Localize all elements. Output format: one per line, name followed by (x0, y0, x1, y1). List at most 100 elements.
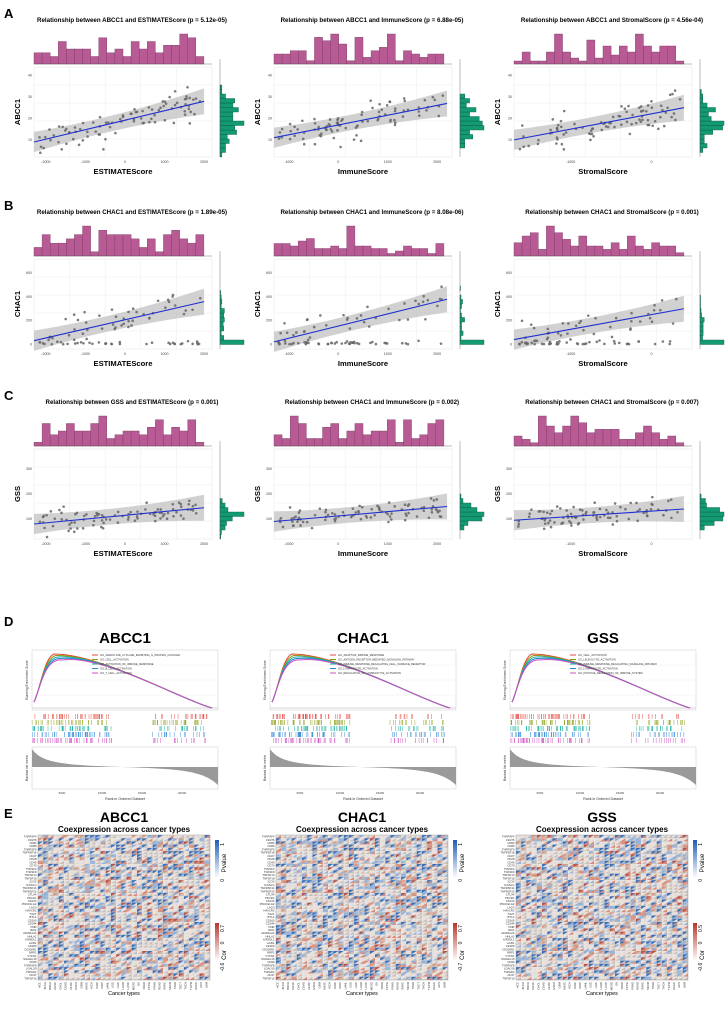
data-point (605, 508, 608, 512)
heatmap-cell-cor (173, 889, 179, 893)
heatmap-cell-cor (53, 886, 59, 890)
top-histogram-bar (314, 438, 323, 447)
heatmap-cell-cor (74, 854, 80, 858)
heatmap-cell-pvalue (147, 870, 153, 874)
data-point (533, 339, 537, 342)
data-point (184, 309, 188, 312)
data-point (662, 124, 666, 128)
data-point (167, 300, 171, 304)
heatmap-cell-pvalue (199, 931, 205, 935)
data-point (384, 341, 388, 345)
heatmap-cell-pvalue (131, 896, 138, 900)
right-histogram-bar (219, 516, 233, 522)
data-point (348, 342, 352, 346)
x-axis-label: ImmuneScore (338, 549, 388, 558)
data-point (104, 137, 107, 141)
heatmap-cell-cor (189, 880, 195, 884)
data-point (639, 105, 643, 108)
heatmap-cell-pvalue (58, 870, 65, 874)
heatmap-cell-cor (157, 925, 164, 929)
data-point (127, 310, 130, 314)
heatmap-cell-cor (53, 944, 59, 948)
heatmap-cell-cor (147, 870, 153, 874)
heatmap-cell-cor (152, 870, 158, 874)
top-histogram-bar (187, 419, 197, 447)
heatmap-cell-cor (194, 925, 200, 929)
data-point (91, 342, 94, 346)
heatmap-cell-cor (53, 847, 59, 852)
heatmap-cell-cor (142, 941, 148, 945)
data-point (406, 318, 410, 321)
heatmap-cell-cor (189, 896, 195, 900)
heatmap-cell-pvalue (100, 905, 106, 910)
heatmap-cell-cor (69, 909, 75, 913)
heatmap-cell-cor (142, 835, 148, 839)
heatmap-cell-pvalue (58, 889, 65, 893)
heatmap-cell-cor (79, 854, 85, 858)
heatmap-cell-cor (79, 841, 85, 845)
heatmap-cell-cor (95, 857, 101, 861)
heatmap-cell-cor (194, 841, 200, 845)
heatmap-cell-cor (105, 851, 111, 855)
heatmap-cell-pvalue (137, 925, 143, 929)
heatmap-cell-cor (137, 860, 143, 864)
heatmap-cell-pvalue (152, 844, 158, 848)
heatmap-cell-cor (64, 854, 70, 858)
heatmap-cell-cor (137, 870, 143, 874)
heatmap-cell-cor (204, 915, 210, 919)
data-point (49, 510, 53, 513)
data-point (64, 317, 67, 321)
top-histogram-bar (338, 438, 348, 447)
top-histogram-bar (33, 442, 43, 447)
data-point (352, 340, 356, 344)
heatmap-cell-cor (38, 912, 44, 916)
heatmap-cell-pvalue (183, 857, 190, 861)
top-histogram-bar (298, 240, 307, 257)
heatmap-cell-cor (194, 883, 200, 887)
data-point (401, 115, 405, 118)
heatmap-cell-cor (38, 851, 44, 855)
legend-label: GO_CELL_ACTIVATION (100, 658, 129, 662)
heatmap-cell-cor (38, 844, 44, 848)
heatmap-cell-pvalue (74, 902, 80, 906)
heatmap-cell-cor (43, 857, 49, 861)
heatmap-cell-cor (95, 928, 101, 932)
data-point (388, 515, 392, 518)
data-point (650, 320, 654, 324)
heatmap-cell-cor (121, 928, 127, 932)
x-tick-label: 5000 (59, 791, 66, 795)
data-point (390, 518, 393, 521)
heatmap-cell-pvalue (116, 851, 122, 855)
heatmap-cell-cor (147, 925, 153, 929)
heatmap-cell-pvalue (152, 870, 158, 874)
heatmap-cell-cor (204, 841, 210, 845)
heatmap-cell-cor (95, 864, 101, 868)
data-point (76, 318, 80, 322)
heatmap-cell-cor (178, 864, 184, 868)
heatmap-cell-cor (53, 841, 59, 845)
heatmap-cell-pvalue (79, 925, 85, 929)
data-point (81, 332, 85, 336)
heatmap-cell-cor (168, 883, 174, 887)
heatmap-cell-cor (147, 918, 153, 922)
right-histogram-bar (459, 93, 466, 99)
data-point (360, 110, 364, 114)
heatmap-cell-cor (116, 883, 122, 887)
x-tick-label: 1000 (161, 542, 169, 546)
data-point (101, 526, 105, 530)
top-histogram-bar (675, 60, 685, 65)
heatmap-cell-pvalue (194, 915, 200, 919)
heatmap-cell-pvalue (74, 883, 80, 887)
data-point (567, 322, 570, 325)
heatmap-cell-cor (58, 925, 65, 929)
top-histogram-bar (49, 56, 59, 65)
heatmap-cell-cor (116, 835, 122, 839)
heatmap-cell-cor (48, 854, 54, 858)
heatmap-cell-cor (110, 854, 117, 858)
heatmap-cell-pvalue (157, 893, 164, 897)
right-histogram-bar (219, 120, 245, 126)
heatmap-cell-cor (126, 835, 132, 839)
top-histogram-bar (98, 415, 108, 447)
heatmap-cell-cor (199, 941, 205, 945)
heatmap-cell-pvalue (178, 854, 184, 858)
